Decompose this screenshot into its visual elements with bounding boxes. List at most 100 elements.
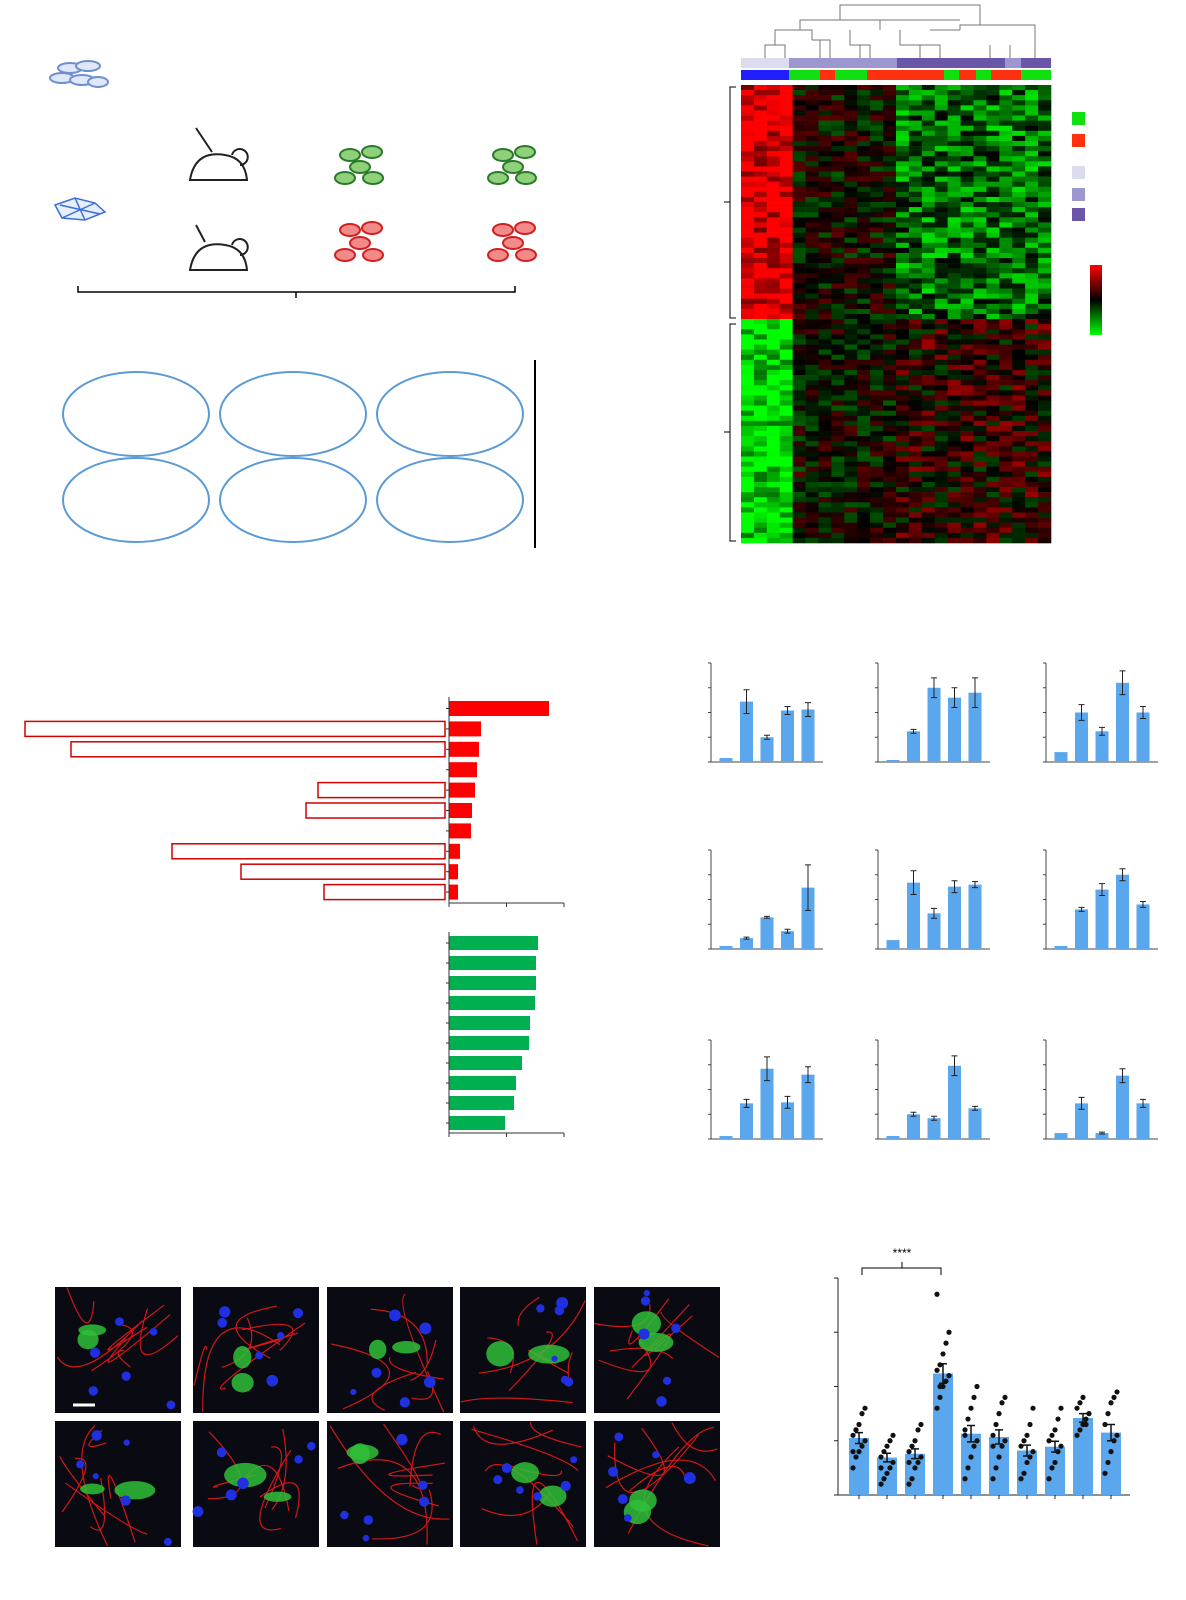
heatmap-cell [960, 334, 974, 340]
heatmap-cell [805, 390, 819, 396]
heatmap-cell [883, 100, 897, 106]
heatmap-cell [1038, 161, 1052, 167]
heatmap-cell [844, 90, 858, 96]
heatmap-cell [792, 227, 806, 233]
heatmap-cell [908, 227, 923, 233]
heatmap-cell [857, 151, 871, 157]
bar [449, 782, 475, 798]
heatmap-cell [741, 151, 755, 157]
heatmap-cell [921, 115, 936, 121]
heatmap-cell [883, 202, 897, 208]
heatmap-cell [805, 415, 819, 422]
nucleus [88, 1386, 98, 1396]
heatmap-cell [999, 258, 1013, 264]
heatmap-cell [999, 359, 1013, 366]
data-point [965, 1465, 971, 1471]
shape [492, 148, 514, 162]
heatmap-cell [934, 232, 948, 238]
heatmap-cell [960, 497, 974, 503]
heatmap-cell [896, 441, 910, 447]
heatmap-cell [1025, 278, 1039, 284]
heatmap-cell [973, 512, 987, 518]
heatmap-cell [741, 375, 755, 381]
heatmap-cell [857, 481, 871, 488]
heatmap-cell [973, 329, 987, 335]
heatmap-cell [870, 85, 884, 91]
heatmap-cell [870, 278, 884, 284]
heatmap-cell [986, 95, 1000, 101]
heatmap-cell [831, 263, 845, 269]
heatmap-cell [973, 258, 987, 264]
shape [188, 127, 249, 181]
heatmap-cell [818, 476, 832, 483]
shape [219, 371, 367, 457]
heatmap-cell [766, 476, 781, 483]
heatmap-cell [753, 268, 768, 274]
heatmap-cell [1038, 237, 1052, 244]
heatmap-cell [934, 507, 948, 513]
heatmap-cell [908, 380, 923, 386]
heatmap-cell [831, 100, 845, 106]
heatmap-cell [870, 344, 884, 350]
heatmap-cell [779, 217, 793, 223]
heatmap-cell [896, 354, 910, 361]
heatmap-cell [960, 100, 974, 106]
nucleus [371, 1367, 382, 1378]
heatmap-cell [870, 298, 884, 305]
heatmap-cell [986, 476, 1000, 483]
heatmap-cell [779, 497, 793, 503]
shape [62, 457, 210, 543]
heatmap-cell [766, 359, 781, 366]
heatmap-cell [960, 410, 974, 417]
heatmap-cell [805, 273, 819, 279]
heatmap-cell [805, 90, 819, 96]
heatmap-cell [741, 298, 755, 305]
shape [502, 160, 524, 174]
heatmap-cell [883, 242, 897, 249]
heatmap-cell [934, 100, 948, 106]
heatmap-cell [844, 446, 858, 452]
heatmap-cell [779, 466, 793, 473]
nucleus [266, 1374, 279, 1387]
heatmap-cell [1038, 212, 1052, 218]
heatmap-cell [960, 308, 974, 315]
heatmap-cell [986, 405, 1000, 411]
heatmap-cell [844, 140, 858, 147]
heatmap-cell [844, 420, 858, 427]
heatmap-cell [999, 115, 1013, 121]
heatmap-cell [753, 303, 768, 310]
heatmap-cell [805, 339, 819, 345]
heatmap-cell [818, 263, 832, 269]
heatmap-cell [999, 507, 1013, 513]
significance-bracket [861, 1262, 942, 1275]
heatmap-cell [779, 517, 793, 523]
heatmap-cell [831, 522, 845, 529]
heatmap-cell [934, 247, 948, 254]
heatmap-cell [741, 283, 755, 289]
heatmap-cell [999, 120, 1013, 127]
error-bar [1078, 1096, 1085, 1110]
heatmap-cell [947, 344, 961, 350]
heatmap-cell [986, 400, 1000, 406]
heatmap-cell [766, 196, 781, 203]
heatmap-cell [896, 161, 910, 167]
heatmap-cell [1025, 512, 1039, 518]
heatmap-cell [766, 227, 781, 233]
heatmap-cell [883, 263, 897, 269]
heatmap-cell [960, 380, 974, 386]
heatmap-cell [934, 334, 948, 340]
heatmap-cell [766, 217, 781, 223]
heatmap-cell [870, 375, 884, 381]
heatmap-cell [986, 420, 1000, 427]
heatmap-cell [792, 522, 806, 529]
data-point [1030, 1449, 1036, 1455]
heatmap-cell [766, 115, 781, 121]
heatmap-cell [973, 507, 987, 513]
heatmap-cell [1025, 522, 1039, 529]
heatmap-cell [792, 100, 806, 106]
heatmap-cell [844, 100, 858, 106]
heatmap-cell [896, 375, 910, 381]
heatmap-cell [766, 176, 781, 182]
heatmap-cell [805, 375, 819, 381]
heatmap-cell [947, 380, 961, 386]
